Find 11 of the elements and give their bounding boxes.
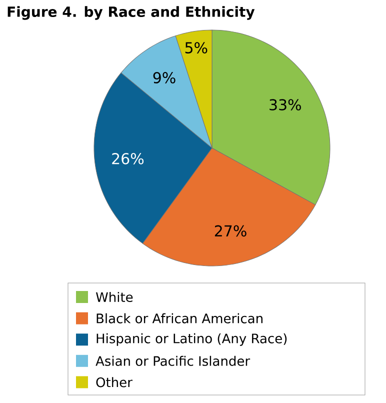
data-label: 33% [270,99,301,110]
legend-label: Black or African American [96,313,262,324]
data-label: 9% [153,72,176,84]
chart-title: Figure 4. by Race and Ethnicity [8,6,255,20]
legend-label: Other [96,377,132,388]
legend-label: Hispanic or Latino (Any Race) [96,333,287,346]
data-label: 27% [214,225,246,237]
legend-label: White [96,292,133,302]
legend-label: Asian or Pacific Islander [96,356,250,366]
data-label: 5% [185,42,208,54]
data-label: 26% [112,152,144,164]
